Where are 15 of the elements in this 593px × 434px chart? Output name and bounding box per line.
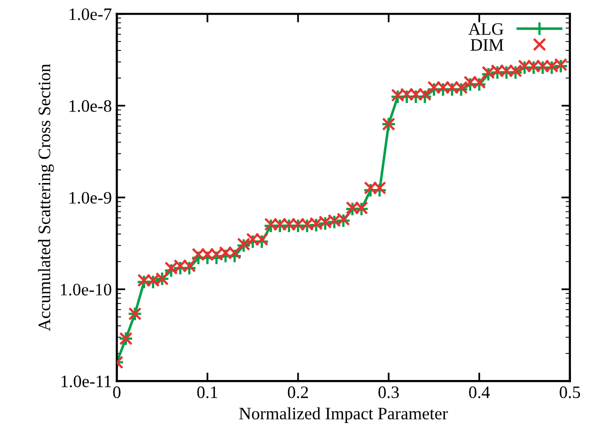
- x-tick-label: 0.2: [288, 386, 308, 398]
- legend-label: ALG: [468, 23, 504, 35]
- legend-label: DIM: [470, 39, 504, 51]
- x-tick-label: 0.4: [469, 386, 490, 398]
- x-tick-label: 0.1: [197, 386, 218, 398]
- y-tick-label: 1.0e-7: [70, 8, 112, 20]
- y-tick-label: 1.0e-11: [62, 376, 111, 388]
- x-axis-title: Normalized Impact Parameter: [239, 407, 448, 423]
- y-tick-label: 1.0e-9: [70, 192, 112, 204]
- y-tick-label: 1.0e-10: [60, 284, 112, 296]
- x-tick-label: 0.3: [378, 386, 399, 398]
- x-tick-label: 0: [113, 386, 120, 398]
- y-axis-title: Accumulated Scattering Cross Section: [38, 64, 54, 332]
- x-tick-label: 0.5: [560, 386, 580, 398]
- y-tick-label: 1.0e-8: [70, 100, 112, 112]
